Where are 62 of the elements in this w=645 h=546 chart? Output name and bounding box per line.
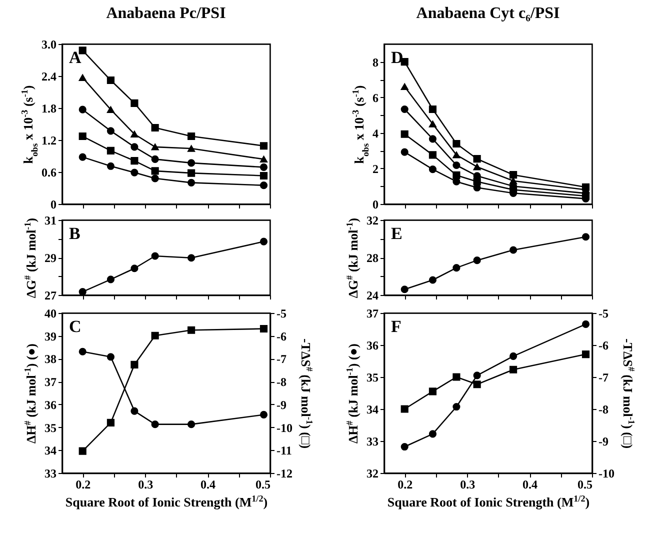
y-tick-label: 31 — [44, 214, 56, 228]
x-tick-label: 0.5 — [578, 478, 592, 492]
y-tick-label: 3.0 — [42, 38, 56, 52]
y2-tick-label: -7 — [276, 352, 286, 366]
y2-tick-label: -8 — [276, 375, 286, 390]
y-tick-label: 39 — [44, 329, 56, 344]
y-tick-label: 38 — [44, 352, 56, 366]
y-tick-label: 6 — [372, 90, 378, 105]
y2-tick-label: -12 — [276, 466, 292, 480]
y-tick-label: 33 — [366, 434, 378, 448]
x-tick-label: 0.2 — [398, 478, 413, 492]
y2-tick-label: -5 — [598, 306, 608, 320]
x-tick-label: 0.4 — [200, 478, 216, 492]
annotation: E — [391, 224, 402, 243]
y-tick-label: 34 — [366, 402, 378, 416]
y-tick-label: 1.8 — [42, 102, 56, 116]
y-tick-label: 34 — [44, 444, 56, 458]
y-tick-label: 33 — [44, 466, 56, 480]
y2-tick-label: -5 — [276, 306, 286, 320]
y-tick-label: 32 — [366, 214, 378, 228]
chart-title: Anabaena Cyt c₆/PSI — [416, 5, 560, 22]
y2-tick-label: -9 — [598, 434, 608, 448]
chart-title: Anabaena Pc/PSI — [106, 5, 226, 22]
y-tick-label: 32 — [366, 466, 378, 480]
y2-tick-label: -6 — [276, 329, 286, 344]
y-tick-label: 27 — [44, 288, 56, 302]
x-tick-label: 0.2 — [76, 478, 91, 492]
y2-tick-label: -9 — [276, 398, 286, 412]
annotation: F — [391, 317, 402, 336]
y-tick-label: 0 — [50, 198, 56, 212]
y-tick-label: 37 — [366, 306, 378, 320]
y-tick-label: 2.4 — [42, 70, 56, 84]
x-tick-label: 0.4 — [522, 478, 538, 492]
y-tick-label: 0.6 — [42, 166, 56, 180]
x-tick-label: 0.3 — [138, 478, 154, 492]
y2-tick-label: -11 — [276, 444, 292, 458]
y-tick-label: 8 — [372, 55, 378, 70]
x-tick-label: 0.3 — [460, 478, 476, 492]
y2-tick-label: -6 — [598, 338, 608, 352]
y-tick-label: 36 — [366, 338, 378, 352]
y2-tick-label: -10 — [598, 466, 614, 480]
y-tick-label: 28 — [366, 251, 378, 265]
y-tick-label: 36 — [44, 398, 56, 412]
y2-tick-label: -7 — [598, 370, 608, 384]
y-tick-label: 40 — [44, 306, 56, 320]
annotation: B — [69, 224, 80, 243]
x-axis-title: Square Root of Ionic Strength (M$^{1/2}$) — [387, 494, 590, 510]
y-tick-label: 4 — [372, 126, 378, 140]
annotation: C — [69, 317, 82, 336]
y-tick-label: 29 — [44, 251, 56, 265]
y-tick-label: 35 — [366, 370, 378, 384]
y-tick-label: 37 — [44, 375, 56, 390]
annotation: A — [69, 48, 82, 67]
y-tick-label: 35 — [44, 420, 56, 435]
y-tick-label: 1.2 — [42, 134, 56, 148]
y-tick-label: 2 — [372, 162, 378, 176]
y-tick-label: 24 — [366, 288, 378, 302]
y2-tick-label: -8 — [598, 402, 608, 416]
x-axis-title: Square Root of Ionic Strength (M$^{1/2}$) — [65, 494, 268, 510]
y-tick-label: 0 — [372, 198, 378, 212]
y2-tick-label: -10 — [276, 420, 292, 435]
x-tick-label: 0.5 — [256, 478, 270, 492]
